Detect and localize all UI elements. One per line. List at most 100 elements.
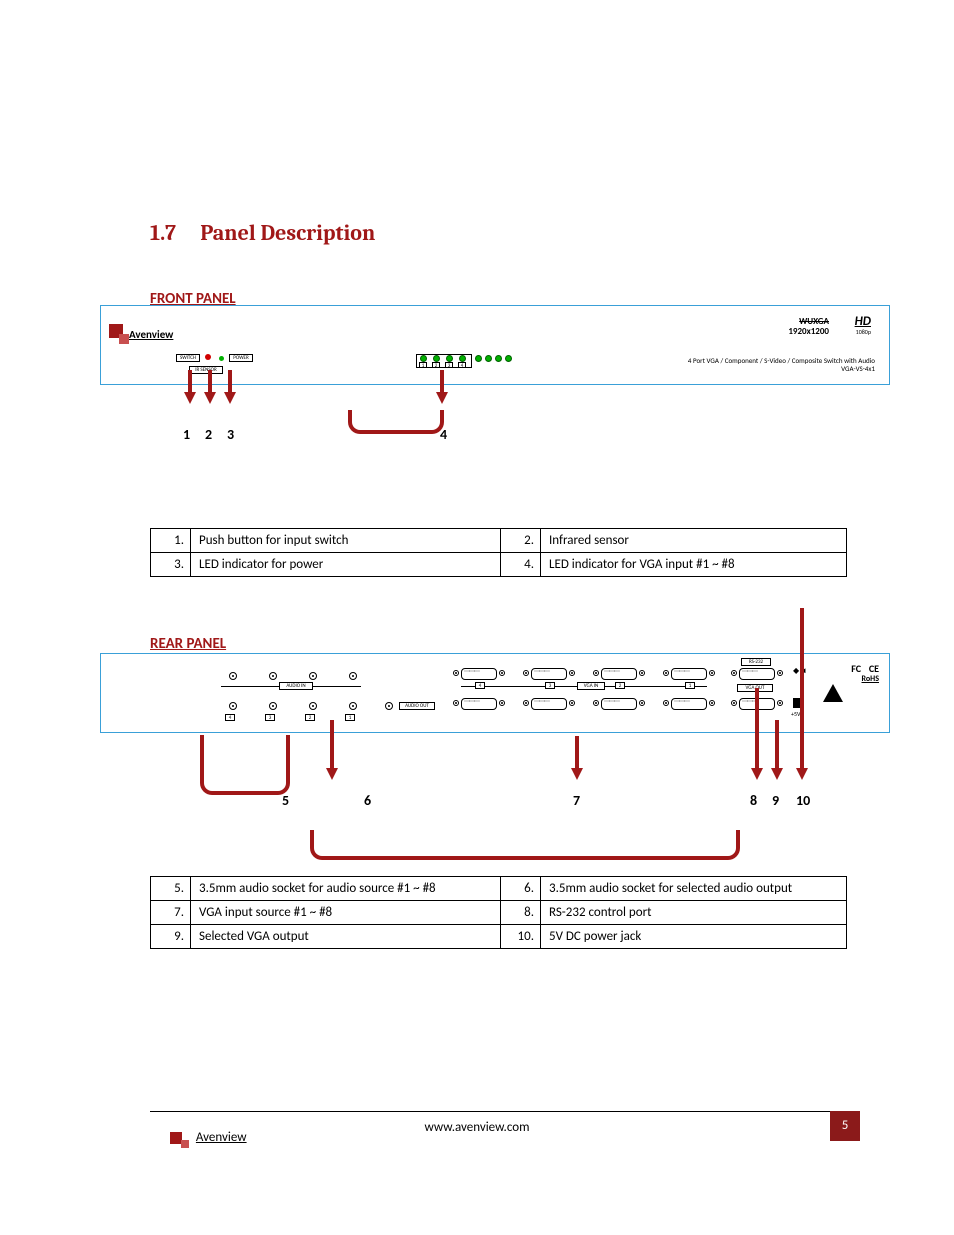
arrow-2-head (204, 392, 216, 404)
led-2 (434, 356, 439, 361)
arrow-7-head (571, 768, 583, 780)
arrow-1-stem (188, 370, 192, 394)
audio-num-3: 3 (265, 714, 275, 721)
rear-panel-label: REAR PANEL (150, 635, 226, 653)
cell-num: 4. (501, 553, 541, 577)
led-6 (486, 356, 491, 361)
arrow-2-stem (208, 370, 212, 394)
callout-7: 7 (573, 792, 580, 809)
power-button-box: POWER (229, 354, 253, 362)
audio-jack (229, 672, 237, 680)
cell-num: 5. (151, 877, 191, 901)
cell-text: 5V DC power jack (541, 925, 847, 949)
callout-6: 6 (364, 792, 371, 809)
arrow-9-head (771, 768, 783, 780)
vga-num-4t: 4 (475, 682, 485, 689)
audio-out-label: AUDIO OUT (399, 702, 435, 710)
vga-screw (639, 700, 645, 706)
arrow-9-stem (775, 720, 779, 770)
callout-2: 2 (205, 426, 212, 443)
vga-port (671, 698, 707, 710)
footer-logo: Avenview (170, 1130, 247, 1145)
ir-sensor-box: IR SENSOR (189, 366, 223, 374)
vga-screw (569, 700, 575, 706)
vga-screw (731, 700, 737, 706)
switch-button-box: SWITCH (176, 354, 200, 362)
cell-text: RS-232 control port (541, 901, 847, 925)
cell-num: 10. (501, 925, 541, 949)
led-3 (447, 356, 452, 361)
vga-screw (777, 700, 783, 706)
hd-sub: 1080p (856, 328, 871, 336)
rs232-label: RS-232 (741, 658, 771, 666)
vga-num-1t: 1 (685, 682, 695, 689)
callout-8: 8 (750, 792, 757, 809)
cell-text: VGA input source #1 ~ #8 (191, 901, 501, 925)
audio-jack (229, 702, 237, 710)
arrow-4-head (436, 392, 448, 404)
hd-label: HD (855, 314, 871, 329)
led-8 (506, 356, 511, 361)
footer-url: www.avenview.com (0, 1120, 954, 1135)
vga-screw (593, 700, 599, 706)
vga-port (461, 668, 497, 680)
table-row: 7. VGA input source #1 ~ #8 8. RS-232 co… (151, 901, 847, 925)
footer-logo-square-small (181, 1140, 189, 1148)
cell-num: 1. (151, 529, 191, 553)
vga-screw (453, 670, 459, 676)
rear-panel-table: 5. 3.5mm audio socket for audio source #… (150, 876, 847, 949)
arrow-8-head (751, 768, 763, 780)
vga-screw (709, 700, 715, 706)
arrow-10-stem (800, 608, 804, 770)
vga-screw (499, 670, 505, 676)
vga-screw (663, 670, 669, 676)
front-panel-diagram: Avenview SWITCH POWER IR SENSOR 1 2 3 4 … (100, 305, 890, 385)
front-panel-table: 1. Push button for input switch 2. Infra… (150, 528, 847, 577)
callout-10: 10 (796, 792, 810, 809)
table-row: 9. Selected VGA output 10. 5V DC power j… (151, 925, 847, 949)
heading-text: Panel Description (200, 220, 375, 246)
vga-port (461, 698, 497, 710)
cell-num: 9. (151, 925, 191, 949)
audio-jack (349, 672, 357, 680)
audio-num-1: 1 (345, 714, 355, 721)
vga-port (601, 668, 637, 680)
cell-text: 3.5mm audio socket for audio source #1 ~… (191, 877, 501, 901)
led-1 (421, 356, 426, 361)
ir-led-icon (205, 354, 211, 360)
power-led-icon (219, 356, 224, 361)
led-7 (496, 356, 501, 361)
footer-divider (150, 1111, 850, 1112)
audio-num-4: 4 (225, 714, 235, 721)
vga-screw (453, 700, 459, 706)
vga-screw (499, 700, 505, 706)
audio-jack (309, 672, 317, 680)
audio-out-jack (385, 702, 393, 710)
bracket-7-wide (310, 830, 740, 860)
led-num-1: 1 (419, 362, 427, 368)
product-line2: VGA-VS-4x1 (615, 364, 875, 373)
audio-num-2: 2 (305, 714, 315, 721)
table-row: 3. LED indicator for power 4. LED indica… (151, 553, 847, 577)
vga-screw (709, 670, 715, 676)
audio-jack (269, 672, 277, 680)
cell-text: Selected VGA output (191, 925, 501, 949)
arrow-1-head (184, 392, 196, 404)
arrow-8-stem (755, 688, 759, 770)
cell-num: 3. (151, 553, 191, 577)
callout-5: 5 (282, 792, 289, 809)
table-row: 5. 3.5mm audio socket for audio source #… (151, 877, 847, 901)
arrow-3-stem (228, 370, 232, 394)
vga-screw (731, 670, 737, 676)
res-label: 1920x1200 (788, 326, 829, 337)
rs232-port (739, 668, 775, 680)
audio-jack (309, 702, 317, 710)
vga-port (671, 668, 707, 680)
audio-jack (349, 702, 357, 710)
callout-1: 1 (183, 426, 190, 443)
vga-port (601, 698, 637, 710)
vga-screw (777, 670, 783, 676)
audio-in-label: AUDIO IN (279, 682, 313, 690)
arrow-3-head (224, 392, 236, 404)
audio-jack (269, 702, 277, 710)
